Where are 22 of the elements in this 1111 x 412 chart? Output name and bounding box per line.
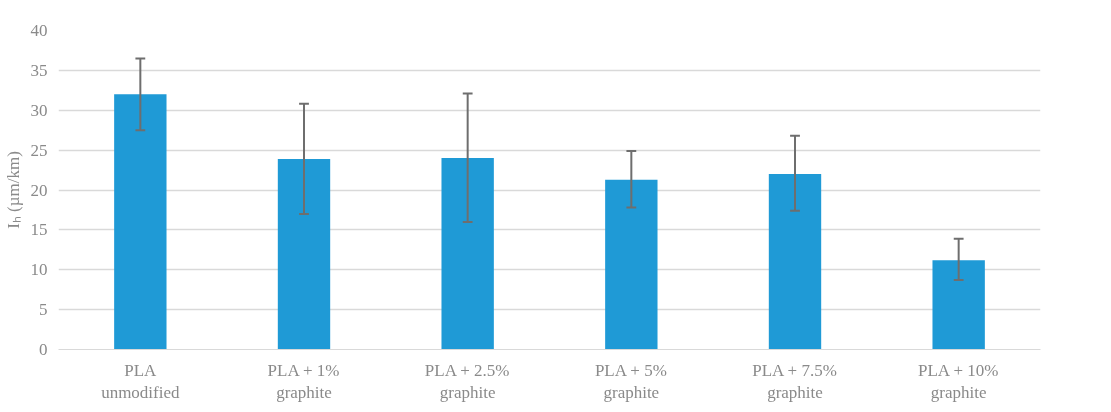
y-tick-label: 40: [30, 21, 48, 40]
y-tick-label: 35: [30, 60, 48, 80]
x-tick-label: PLA + 5% graphite: [594, 360, 667, 403]
y-tick-label: 30: [30, 100, 48, 120]
bar: [605, 179, 658, 350]
x-tick-label: PLA + 10% graphite: [917, 360, 999, 403]
bar: [768, 174, 822, 350]
y-tick-label: 25: [30, 140, 48, 160]
y-tick-label: 5: [39, 300, 48, 320]
y-tick-label: 10: [30, 260, 48, 280]
y-axis-title: Iₕ (µm/km): [3, 151, 23, 229]
bar: [277, 158, 331, 350]
y-tick-label: 15: [30, 220, 48, 240]
x-tick-label: PLA + 1% graphite: [267, 360, 340, 403]
x-tick-label: PLA + 2.5% graphite: [424, 360, 510, 403]
x-tick-label: PLA unmodified: [101, 360, 181, 403]
y-tick-label: 20: [30, 180, 48, 200]
bar: [114, 94, 167, 350]
x-tick-label: PLA + 7.5% graphite: [752, 360, 837, 403]
bar: [441, 158, 494, 350]
y-tick-label: 0: [39, 340, 48, 359]
bar: [932, 260, 985, 350]
